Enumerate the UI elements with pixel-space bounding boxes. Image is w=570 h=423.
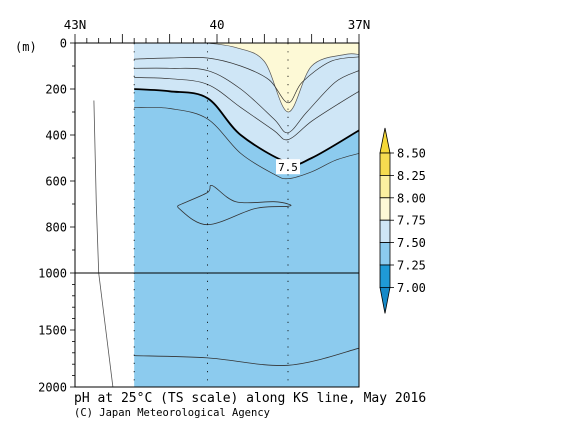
section-fill-layer: [134, 43, 359, 387]
y-tick-label: 400: [45, 129, 67, 143]
chart-credit: (C) Japan Meteorological Agency: [74, 407, 270, 419]
y-tick-label: 1000: [38, 267, 67, 281]
colorbar-label: 8.00: [397, 191, 426, 205]
colorbar-over-triangle: [379, 127, 391, 154]
colorbar-swatch: [379, 174, 391, 199]
colorbar-legend: 8.50 8.25 8.00 7.75 7.50 7.25 7.00: [379, 127, 426, 314]
isoline-deep: [134, 347, 360, 366]
colorbar-label: 7.50: [397, 236, 426, 250]
isoline-7.75: [207, 42, 360, 113]
isoline-upper-2: [134, 67, 360, 134]
colorbar-under-triangle: [379, 287, 391, 314]
y-tick-label: 200: [45, 83, 67, 97]
colorbar-label: 7.75: [397, 214, 426, 228]
colorbar-label: 7.25: [397, 259, 426, 273]
colorbar-label: 7.00: [397, 281, 426, 295]
y-tick-label: 1500: [38, 324, 67, 338]
colorbar-swatch: [379, 242, 391, 266]
left-profile-line: [93, 100, 114, 388]
colorbar-swatch: [379, 197, 391, 221]
colorbar-label: 8.50: [397, 147, 426, 161]
y-axis-unit-label: (m): [15, 40, 37, 54]
isoline-upper-4: [134, 106, 360, 180]
isoline-upper-3: [134, 77, 360, 141]
colorbar-label: 8.25: [397, 169, 426, 183]
y-axis-group: 0 200 400 600 800 1000 1500 2000: [38, 37, 75, 395]
colorbar-swatch: [379, 152, 391, 176]
x-axis-group: 43N 40 37N: [64, 17, 371, 43]
contour-label-group: 7.5: [276, 159, 300, 175]
x-tick-label: 43N: [64, 17, 87, 32]
isoline-upper-1: [134, 56, 360, 104]
colorbar-swatch: [379, 219, 391, 243]
x-tick-label: 40: [209, 17, 224, 32]
y-tick-label: 800: [45, 221, 67, 235]
x-tick-label: 37N: [348, 17, 371, 32]
y-tick-label: 0: [60, 37, 67, 51]
contour-label: 7.5: [278, 161, 298, 174]
isoline-7.5: [134, 88, 360, 166]
contour-label-bg: [276, 159, 300, 175]
y-tick-label: 2000: [38, 381, 67, 395]
chart-title: pH at 25°C (TS scale) along KS line, May…: [74, 391, 427, 406]
band-7.75-8.00: [207, 43, 359, 113]
y-tick-label: 600: [45, 175, 67, 189]
isoline-closed: [177, 184, 292, 226]
colorbar-swatch: [379, 264, 391, 288]
